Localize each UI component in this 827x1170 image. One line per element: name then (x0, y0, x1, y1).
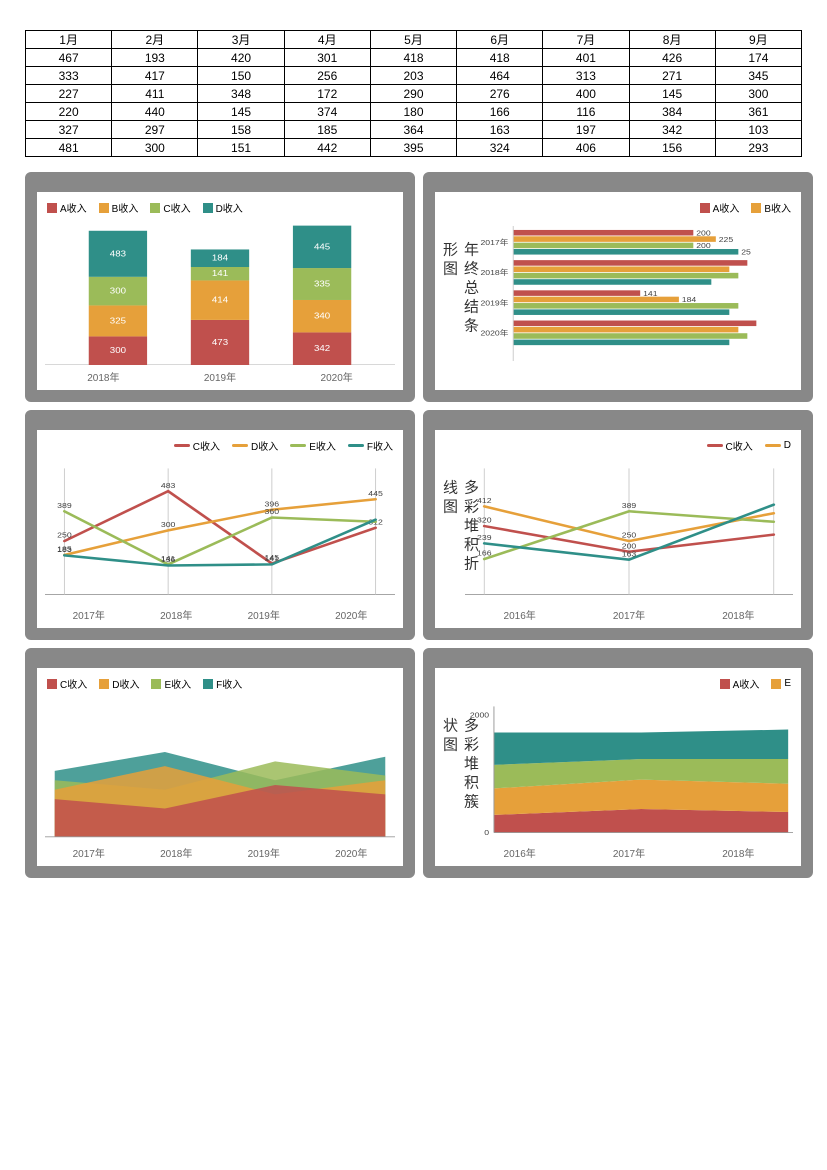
svg-text:340: 340 (314, 311, 330, 320)
svg-text:2019年: 2019年 (480, 298, 508, 307)
svg-text:445: 445 (368, 489, 383, 497)
svg-text:2020年: 2020年 (480, 328, 508, 337)
svg-text:300: 300 (110, 286, 126, 295)
svg-text:0: 0 (484, 829, 489, 837)
svg-text:136: 136 (161, 556, 176, 564)
svg-text:320: 320 (477, 516, 492, 524)
svg-text:200: 200 (696, 242, 711, 250)
svg-text:183: 183 (57, 546, 72, 554)
chart-5-area: C收入D收入E收入F收入 2017年2018年2019年2020年 (25, 648, 415, 878)
svg-text:239: 239 (477, 534, 492, 542)
svg-text:2018年: 2018年 (480, 268, 508, 277)
svg-text:2017年: 2017年 (480, 238, 508, 247)
chart-6-stacked-area: A收入E 多彩堆积簇状图 02000 2016年2017年2018年 (423, 648, 813, 878)
svg-text:445: 445 (314, 242, 330, 251)
svg-text:184: 184 (212, 253, 228, 262)
chart-4-line: C收入D 多彩堆积折线图 320200412250166389239163 20… (423, 410, 813, 640)
svg-text:141: 141 (212, 269, 228, 278)
svg-text:300: 300 (110, 346, 126, 355)
svg-text:360: 360 (265, 508, 280, 516)
svg-text:473: 473 (212, 338, 228, 347)
chart-2-horizontal-bar: A收入B收入 年终总结条形图 2017年200225200252018年2019… (423, 172, 813, 402)
svg-text:414: 414 (212, 295, 228, 304)
svg-text:389: 389 (622, 501, 637, 509)
svg-text:2000: 2000 (470, 711, 490, 719)
svg-text:141: 141 (265, 555, 280, 563)
svg-text:141: 141 (643, 290, 658, 298)
svg-text:184: 184 (682, 296, 697, 304)
svg-text:166: 166 (477, 549, 492, 557)
svg-text:250: 250 (622, 531, 637, 539)
svg-text:163: 163 (622, 550, 637, 558)
data-table: 1月2月3月4月5月6月7月8月9月 467193420301418418401… (25, 30, 802, 157)
svg-text:25: 25 (741, 248, 751, 256)
svg-text:200: 200 (696, 229, 711, 237)
svg-text:250: 250 (57, 531, 72, 539)
svg-text:335: 335 (314, 279, 330, 288)
svg-text:483: 483 (161, 481, 176, 489)
svg-text:342: 342 (314, 344, 330, 353)
svg-text:325: 325 (110, 316, 126, 325)
svg-text:412: 412 (477, 497, 492, 505)
chart-1-stacked-bar: A收入B收入C收入D收入 300325300483473414141184342… (25, 172, 415, 402)
svg-text:483: 483 (110, 249, 126, 258)
svg-text:389: 389 (57, 501, 72, 509)
chart-3-line: C收入D收入E收入F收入 250483145312185300396445389… (25, 410, 415, 640)
svg-text:225: 225 (719, 236, 734, 244)
svg-text:300: 300 (161, 521, 176, 529)
